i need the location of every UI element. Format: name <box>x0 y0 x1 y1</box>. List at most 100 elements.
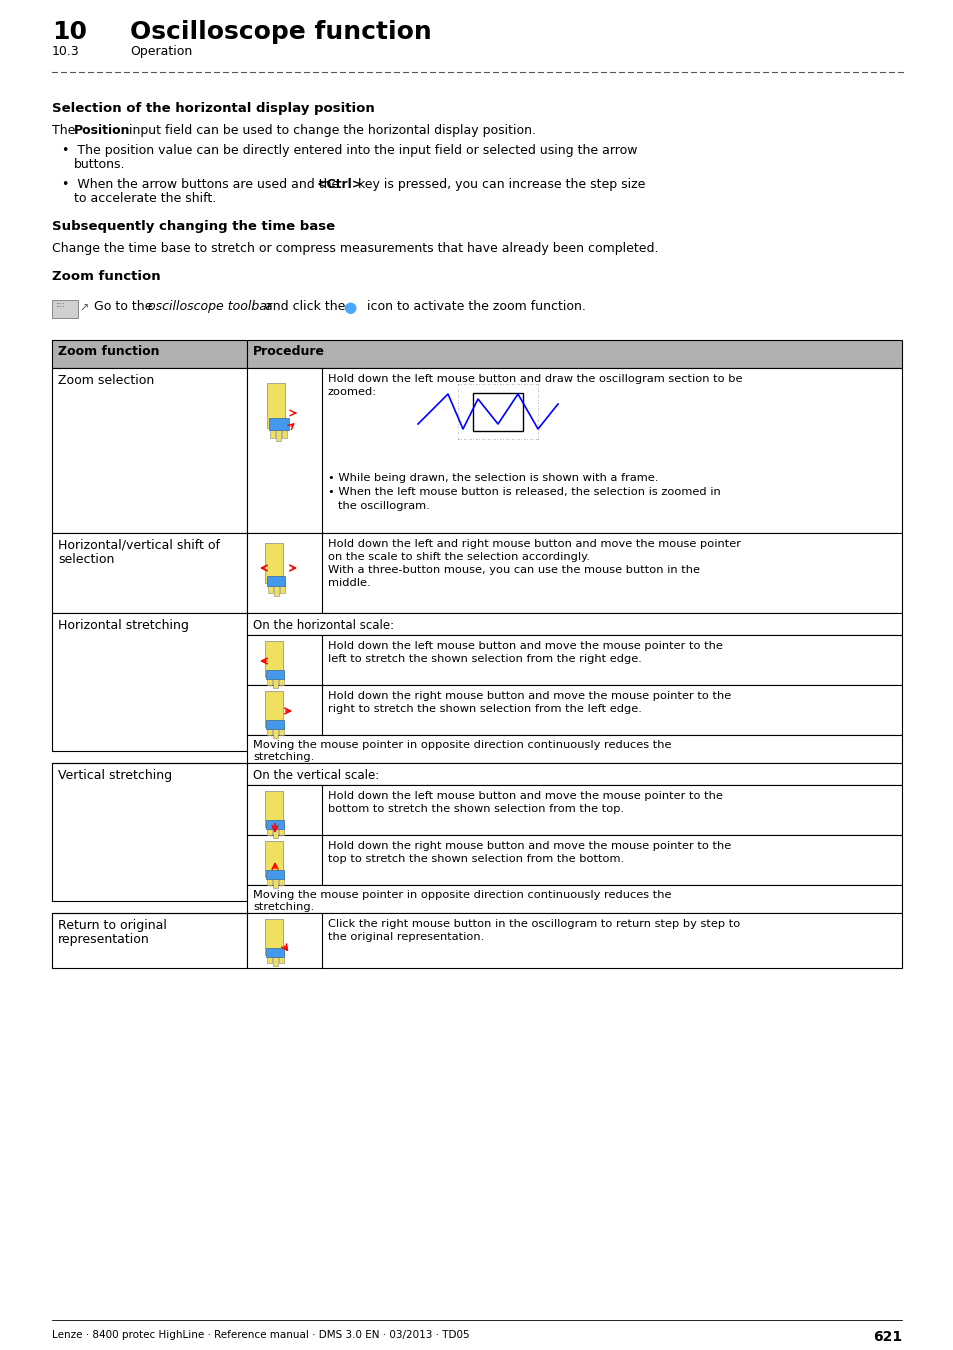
Bar <box>266 819 284 829</box>
Text: Return to original: Return to original <box>58 919 167 931</box>
Text: and click the: and click the <box>261 300 345 313</box>
Bar <box>247 886 901 913</box>
Bar <box>266 720 284 729</box>
Text: ●: ● <box>343 300 355 315</box>
Text: •  The position value can be directly entered into the input field or selected u: • The position value can be directly ent… <box>62 144 637 157</box>
Bar <box>266 670 284 679</box>
Text: Click the right mouse button in the oscillogram to return step by step to: Click the right mouse button in the osci… <box>328 919 740 929</box>
Text: Vertical stretching: Vertical stretching <box>58 769 172 782</box>
Bar <box>280 580 285 593</box>
Text: Hold down the left and right mouse button and move the mouse pointer: Hold down the left and right mouse butto… <box>328 539 740 549</box>
Bar <box>273 952 277 967</box>
Text: Zoom function: Zoom function <box>52 270 160 284</box>
Text: left to stretch the shown selection from the right edge.: left to stretch the shown selection from… <box>328 653 641 664</box>
Bar <box>278 674 284 684</box>
Bar <box>247 784 901 836</box>
Bar <box>273 674 277 688</box>
Bar <box>267 674 272 684</box>
Bar <box>267 952 272 963</box>
Text: on the scale to shift the selection accordingly.: on the scale to shift the selection acco… <box>328 552 589 562</box>
Bar <box>267 576 285 586</box>
Text: representation: representation <box>58 933 150 946</box>
Text: stretching.: stretching. <box>253 752 314 761</box>
Text: Subsequently changing the time base: Subsequently changing the time base <box>52 220 335 234</box>
Bar <box>473 393 522 431</box>
Text: 10: 10 <box>52 20 87 45</box>
Bar <box>247 913 901 968</box>
Bar <box>265 841 283 878</box>
Text: stretching.: stretching. <box>253 902 314 913</box>
Bar <box>265 919 283 954</box>
Bar <box>278 724 284 734</box>
Text: ::::: :::: <box>55 302 65 308</box>
Text: Operation: Operation <box>130 45 193 58</box>
Text: 621: 621 <box>872 1330 901 1345</box>
Text: bottom to stretch the shown selection from the top.: bottom to stretch the shown selection fr… <box>328 805 623 814</box>
Text: Lenze · 8400 protec HighLine · Reference manual · DMS 3.0 EN · 03/2013 · TD05: Lenze · 8400 protec HighLine · Reference… <box>52 1330 469 1341</box>
Bar <box>247 533 901 613</box>
Bar <box>266 869 284 879</box>
Bar <box>269 418 289 431</box>
Bar <box>52 763 247 900</box>
Bar <box>247 369 901 533</box>
Text: selection: selection <box>58 554 114 566</box>
Text: to accelerate the shift.: to accelerate the shift. <box>74 192 216 205</box>
Bar <box>282 425 287 437</box>
Text: Hold down the left mouse button and draw the oscillogram section to be: Hold down the left mouse button and draw… <box>328 374 741 383</box>
Bar <box>278 824 284 836</box>
Text: buttons.: buttons. <box>74 158 126 171</box>
Bar <box>52 613 247 751</box>
Bar <box>267 383 285 428</box>
Text: input field can be used to change the horizontal display position.: input field can be used to change the ho… <box>125 124 536 136</box>
Text: With a three-button mouse, you can use the mouse button in the: With a three-button mouse, you can use t… <box>328 566 700 575</box>
Bar <box>247 763 901 784</box>
Text: Go to the: Go to the <box>94 300 156 313</box>
Text: Selection of the horizontal display position: Selection of the horizontal display posi… <box>52 103 375 115</box>
Text: • While being drawn, the selection is shown with a frame.: • While being drawn, the selection is sh… <box>328 472 658 483</box>
Text: icon to activate the zoom function.: icon to activate the zoom function. <box>363 300 585 313</box>
Text: key is pressed, you can increase the step size: key is pressed, you can increase the ste… <box>354 178 644 190</box>
Bar <box>273 724 277 738</box>
Text: Oscilloscope function: Oscilloscope function <box>130 20 432 45</box>
Bar <box>267 724 272 734</box>
Text: Horizontal/vertical shift of: Horizontal/vertical shift of <box>58 539 220 552</box>
Bar <box>270 425 274 437</box>
Text: •  When the arrow buttons are used and the: • When the arrow buttons are used and th… <box>62 178 343 190</box>
Text: Hold down the left mouse button and move the mouse pointer to the: Hold down the left mouse button and move… <box>328 791 722 801</box>
Text: ↗: ↗ <box>79 304 89 315</box>
Bar <box>265 691 283 728</box>
Bar <box>265 641 283 676</box>
Bar <box>247 836 901 886</box>
Bar <box>273 824 277 838</box>
Bar <box>266 948 284 957</box>
Bar <box>265 543 283 583</box>
Bar <box>274 580 278 595</box>
Text: Hold down the left mouse button and move the mouse pointer to the: Hold down the left mouse button and move… <box>328 641 722 651</box>
Bar <box>267 873 272 886</box>
Bar <box>275 425 281 441</box>
Text: Procedure: Procedure <box>253 346 325 358</box>
Text: middle.: middle. <box>328 578 370 589</box>
Text: Zoom function: Zoom function <box>58 346 159 358</box>
Text: top to stretch the shown selection from the bottom.: top to stretch the shown selection from … <box>328 855 623 864</box>
Bar <box>265 791 283 828</box>
Text: On the vertical scale:: On the vertical scale: <box>253 769 379 782</box>
Bar <box>247 340 901 369</box>
Bar <box>52 300 78 319</box>
Bar <box>267 824 272 836</box>
Text: <Ctrl>: <Ctrl> <box>316 178 363 190</box>
Bar <box>247 613 901 634</box>
Text: The: The <box>52 124 79 136</box>
Bar <box>52 369 247 533</box>
Text: oscilloscope toolbar: oscilloscope toolbar <box>148 300 272 313</box>
Bar <box>52 533 247 613</box>
Text: Hold down the right mouse button and move the mouse pointer to the: Hold down the right mouse button and mov… <box>328 841 731 850</box>
Text: On the horizontal scale:: On the horizontal scale: <box>253 620 394 632</box>
Bar <box>268 580 273 593</box>
Text: Horizontal stretching: Horizontal stretching <box>58 620 189 632</box>
Text: the oscillogram.: the oscillogram. <box>337 501 429 512</box>
Text: zoomed:: zoomed: <box>328 387 376 397</box>
Text: the original representation.: the original representation. <box>328 931 484 942</box>
Bar <box>247 734 901 763</box>
Bar <box>247 634 901 684</box>
